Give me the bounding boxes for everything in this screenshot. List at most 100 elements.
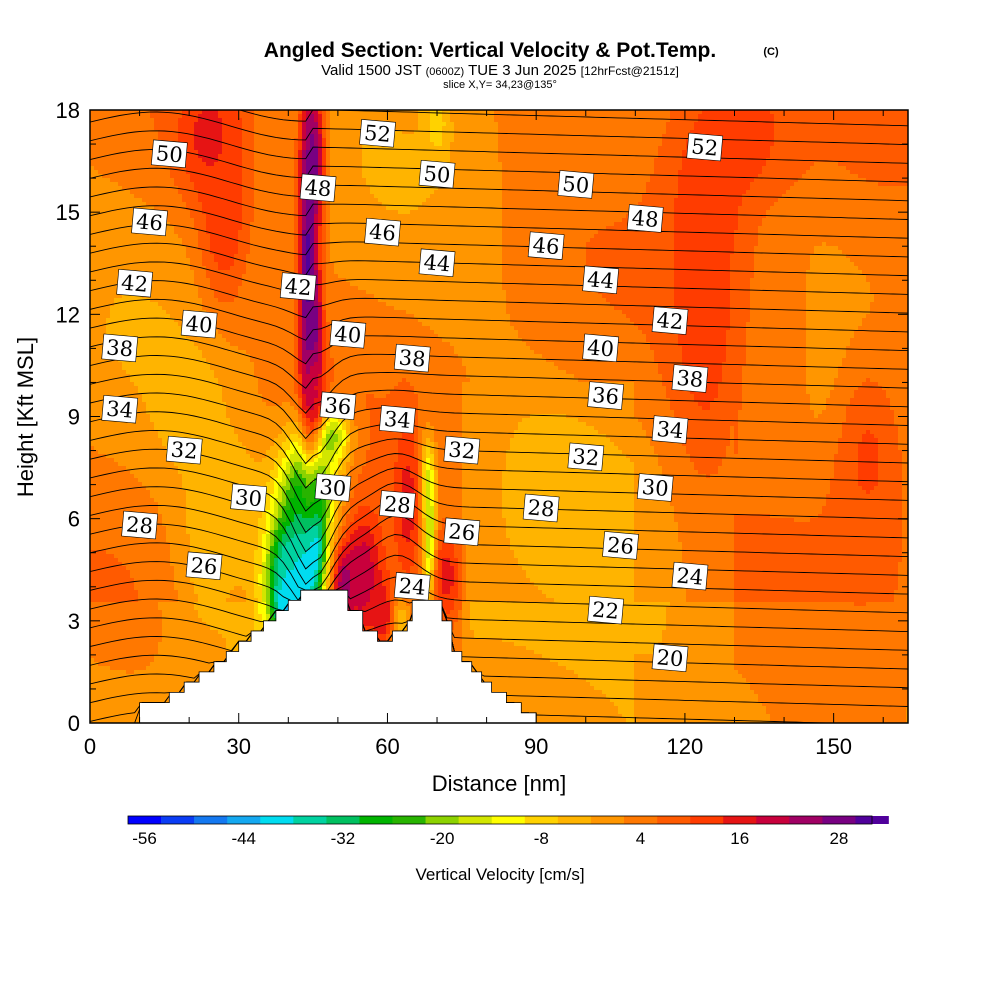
- velocity-cell: [770, 182, 775, 187]
- velocity-cell: [126, 158, 131, 163]
- velocity-cell: [190, 118, 195, 123]
- velocity-cell: [242, 150, 247, 155]
- velocity-cell: [874, 190, 879, 195]
- velocity-cell: [318, 206, 323, 211]
- velocity-cell: [506, 114, 511, 119]
- velocity-cell: [786, 142, 791, 147]
- velocity-cell: [286, 198, 291, 203]
- velocity-cell: [458, 194, 463, 199]
- velocity-cell: [606, 142, 611, 147]
- velocity-cell: [478, 146, 483, 151]
- velocity-cell: [814, 110, 819, 115]
- velocity-cell: [278, 134, 283, 139]
- velocity-cell: [750, 174, 755, 179]
- velocity-cell: [538, 178, 543, 183]
- velocity-cell: [322, 154, 327, 159]
- velocity-cell: [650, 190, 655, 195]
- velocity-cell: [326, 118, 331, 123]
- velocity-cell: [822, 158, 827, 163]
- velocity-cell: [478, 134, 483, 139]
- velocity-cell: [894, 170, 899, 175]
- velocity-cell: [438, 110, 443, 115]
- velocity-cell: [314, 158, 319, 163]
- velocity-cell: [406, 118, 411, 123]
- velocity-cell: [722, 146, 727, 151]
- velocity-cell: [354, 134, 359, 139]
- velocity-cell: [298, 154, 303, 159]
- velocity-cell: [746, 186, 751, 191]
- velocity-cell: [534, 166, 539, 171]
- velocity-cell: [598, 202, 603, 207]
- velocity-cell: [334, 146, 339, 151]
- velocity-cell: [162, 186, 167, 191]
- velocity-cell: [250, 194, 255, 199]
- velocity-cell: [394, 122, 399, 127]
- velocity-cell: [842, 166, 847, 171]
- velocity-cell: [578, 130, 583, 135]
- velocity-cell: [182, 170, 187, 175]
- velocity-cell: [858, 110, 863, 115]
- velocity-cell: [114, 126, 119, 131]
- velocity-cell: [538, 146, 543, 151]
- velocity-cell: [242, 170, 247, 175]
- velocity-cell: [842, 162, 847, 167]
- velocity-cell: [642, 126, 647, 131]
- velocity-cell: [406, 186, 411, 191]
- velocity-cell: [430, 138, 435, 143]
- velocity-cell: [278, 110, 283, 115]
- velocity-cell: [322, 142, 327, 147]
- velocity-cell: [758, 194, 763, 199]
- velocity-cell: [98, 138, 103, 143]
- velocity-cell: [166, 182, 171, 187]
- velocity-cell: [94, 150, 99, 155]
- velocity-cell: [350, 134, 355, 139]
- velocity-cell: [362, 150, 367, 155]
- velocity-cell: [474, 154, 479, 159]
- velocity-cell: [242, 130, 247, 135]
- velocity-cell: [550, 186, 555, 191]
- velocity-cell: [474, 166, 479, 171]
- velocity-cell: [858, 202, 863, 207]
- velocity-cell: [678, 114, 683, 119]
- velocity-cell: [894, 186, 899, 191]
- velocity-cell: [786, 198, 791, 203]
- velocity-cell: [674, 182, 679, 187]
- velocity-cell: [718, 190, 723, 195]
- velocity-cell: [154, 170, 159, 175]
- velocity-cell: [602, 182, 607, 187]
- velocity-cell: [282, 166, 287, 171]
- velocity-cell: [778, 126, 783, 131]
- velocity-cell: [130, 150, 135, 155]
- velocity-cell: [854, 126, 859, 131]
- velocity-cell: [546, 110, 551, 115]
- velocity-cell: [778, 134, 783, 139]
- velocity-cell: [534, 174, 539, 179]
- velocity-cell: [294, 166, 299, 171]
- velocity-cell: [338, 162, 343, 167]
- velocity-cell: [230, 194, 235, 199]
- velocity-cell: [818, 146, 823, 151]
- velocity-cell: [174, 110, 179, 115]
- velocity-cell: [186, 110, 191, 115]
- velocity-cell: [350, 130, 355, 135]
- velocity-cell: [466, 110, 471, 115]
- velocity-cell: [106, 154, 111, 159]
- velocity-cell: [854, 186, 859, 191]
- velocity-cell: [126, 186, 131, 191]
- velocity-cell: [542, 198, 547, 203]
- velocity-cell: [474, 162, 479, 167]
- velocity-cell: [270, 146, 275, 151]
- velocity-cell: [286, 166, 291, 171]
- velocity-cell: [170, 170, 175, 175]
- velocity-cell: [882, 110, 887, 115]
- velocity-cell: [314, 142, 319, 147]
- velocity-cell: [518, 174, 523, 179]
- velocity-cell: [694, 122, 699, 127]
- velocity-cell: [814, 142, 819, 147]
- velocity-cell: [882, 154, 887, 159]
- velocity-cell: [298, 190, 303, 195]
- velocity-cell: [294, 170, 299, 175]
- velocity-cell: [630, 126, 635, 131]
- velocity-cell: [510, 126, 515, 131]
- velocity-cell: [562, 194, 567, 199]
